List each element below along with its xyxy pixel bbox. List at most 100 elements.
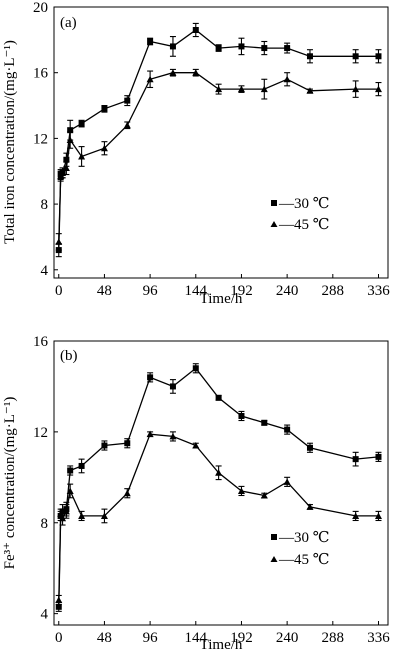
data-point-triangle xyxy=(62,164,70,171)
panel-label-a: (a) xyxy=(60,15,77,31)
x-tick-label: 336 xyxy=(367,630,390,646)
data-point-triangle xyxy=(146,75,154,83)
plot-frame-b xyxy=(53,340,389,626)
data-point-square xyxy=(192,26,199,33)
data-point-triangle xyxy=(66,487,74,494)
data-point-square xyxy=(78,462,85,469)
y-tick-label: 12 xyxy=(33,425,48,441)
y-tick-label: 8 xyxy=(41,516,49,532)
legend-marker-triangle xyxy=(270,556,278,562)
data-point-triangle xyxy=(374,512,382,519)
series-line xyxy=(58,367,379,607)
x-axis-label-a: Time/h xyxy=(200,291,243,307)
data-point-square xyxy=(375,53,382,60)
data-point-square xyxy=(124,440,131,447)
data-point-triangle xyxy=(352,512,360,519)
data-point-triangle xyxy=(192,442,200,449)
legend-marker-square xyxy=(271,200,277,206)
panel-b: (b) Time/h Fe³⁺ concentration/(mg·L⁻¹) 0… xyxy=(2,334,390,653)
y-tick-label: 4 xyxy=(41,263,49,279)
x-tick-label: 288 xyxy=(322,283,345,299)
y-tick-label: 16 xyxy=(33,66,49,82)
data-point-triangle xyxy=(237,85,245,93)
plot-frame-a xyxy=(53,6,389,279)
data-point-triangle xyxy=(306,503,314,510)
legend-item-45c: —45 ℃ xyxy=(270,552,330,568)
y-tick-label: 12 xyxy=(33,131,48,147)
data-point-square xyxy=(67,467,74,474)
data-point-triangle xyxy=(374,85,382,93)
x-tick-label: 336 xyxy=(367,283,390,299)
series-line xyxy=(58,29,379,251)
data-point-triangle xyxy=(78,512,86,519)
x-tick-label: 48 xyxy=(97,283,112,299)
data-point-triangle xyxy=(283,75,291,83)
data-point-square xyxy=(261,45,268,52)
data-point-square xyxy=(306,53,313,60)
data-point-square xyxy=(284,426,291,433)
data-point-triangle xyxy=(192,69,200,76)
series-group-b xyxy=(55,363,382,612)
x-tick-label: 192 xyxy=(230,630,253,646)
legend-marker-square xyxy=(271,534,277,540)
x-axis-label-b: Time/h xyxy=(200,637,243,653)
legend-item-30c: —30 ℃ xyxy=(271,196,330,212)
x-tick-label: 192 xyxy=(230,283,253,299)
data-point-triangle xyxy=(100,512,108,519)
data-point-square xyxy=(101,442,108,449)
data-point-triangle xyxy=(123,121,131,129)
data-point-triangle xyxy=(59,514,67,522)
data-point-square xyxy=(101,105,108,112)
y-tick-label: 20 xyxy=(33,0,48,16)
data-point-square xyxy=(192,365,199,372)
y-tick-label: 4 xyxy=(41,607,49,623)
data-point-square xyxy=(63,156,70,163)
data-point-square xyxy=(169,43,176,50)
data-point-square xyxy=(215,45,222,52)
data-point-square xyxy=(261,419,268,426)
data-point-square xyxy=(215,394,222,401)
panel-label-b: (b) xyxy=(60,348,78,364)
data-point-triangle xyxy=(260,85,268,93)
data-point-square xyxy=(284,45,291,52)
data-point-triangle xyxy=(146,430,154,438)
data-point-square xyxy=(67,127,74,134)
data-point-triangle xyxy=(283,478,291,485)
series-line xyxy=(58,72,379,242)
data-point-square xyxy=(352,53,359,60)
y-tick-label: 16 xyxy=(33,334,49,350)
legend-a: —30 ℃ —45 ℃ xyxy=(270,196,330,233)
y-axis-label-a: Total iron concentration/(mg·L⁻¹) xyxy=(2,40,18,244)
data-point-square xyxy=(147,374,154,381)
data-point-square xyxy=(55,603,62,610)
legend-label-30c: —30 ℃ xyxy=(278,530,330,546)
data-point-triangle xyxy=(215,469,223,476)
series-group-a xyxy=(55,22,382,258)
y-tick-label: 8 xyxy=(41,197,49,213)
data-point-square xyxy=(238,412,245,419)
legend-label-30c: —30 ℃ xyxy=(278,196,330,212)
data-point-square xyxy=(306,444,313,451)
data-point-triangle xyxy=(215,85,223,93)
x-tick-label: 48 xyxy=(97,630,112,646)
legend-marker-triangle xyxy=(270,221,278,227)
data-point-triangle xyxy=(352,85,360,93)
data-point-triangle xyxy=(78,152,86,160)
x-tick-label: 240 xyxy=(276,283,299,299)
x-tick-label: 288 xyxy=(322,630,345,646)
panel-a: (a) Time/h Total iron concentration/(mg·… xyxy=(2,0,390,307)
legend-b: —30 ℃ —45 ℃ xyxy=(270,530,330,568)
y-axis-label-b: Fe³⁺ concentration/(mg·L⁻¹) xyxy=(2,397,18,570)
data-point-square xyxy=(169,383,176,390)
x-tick-label: 144 xyxy=(185,283,208,299)
data-point-triangle xyxy=(123,489,131,497)
data-point-square xyxy=(238,43,245,50)
data-point-triangle xyxy=(100,144,108,152)
data-point-triangle xyxy=(169,69,177,76)
data-point-triangle xyxy=(62,507,70,515)
x-tick-label: 0 xyxy=(55,283,63,299)
data-point-triangle xyxy=(55,596,63,604)
